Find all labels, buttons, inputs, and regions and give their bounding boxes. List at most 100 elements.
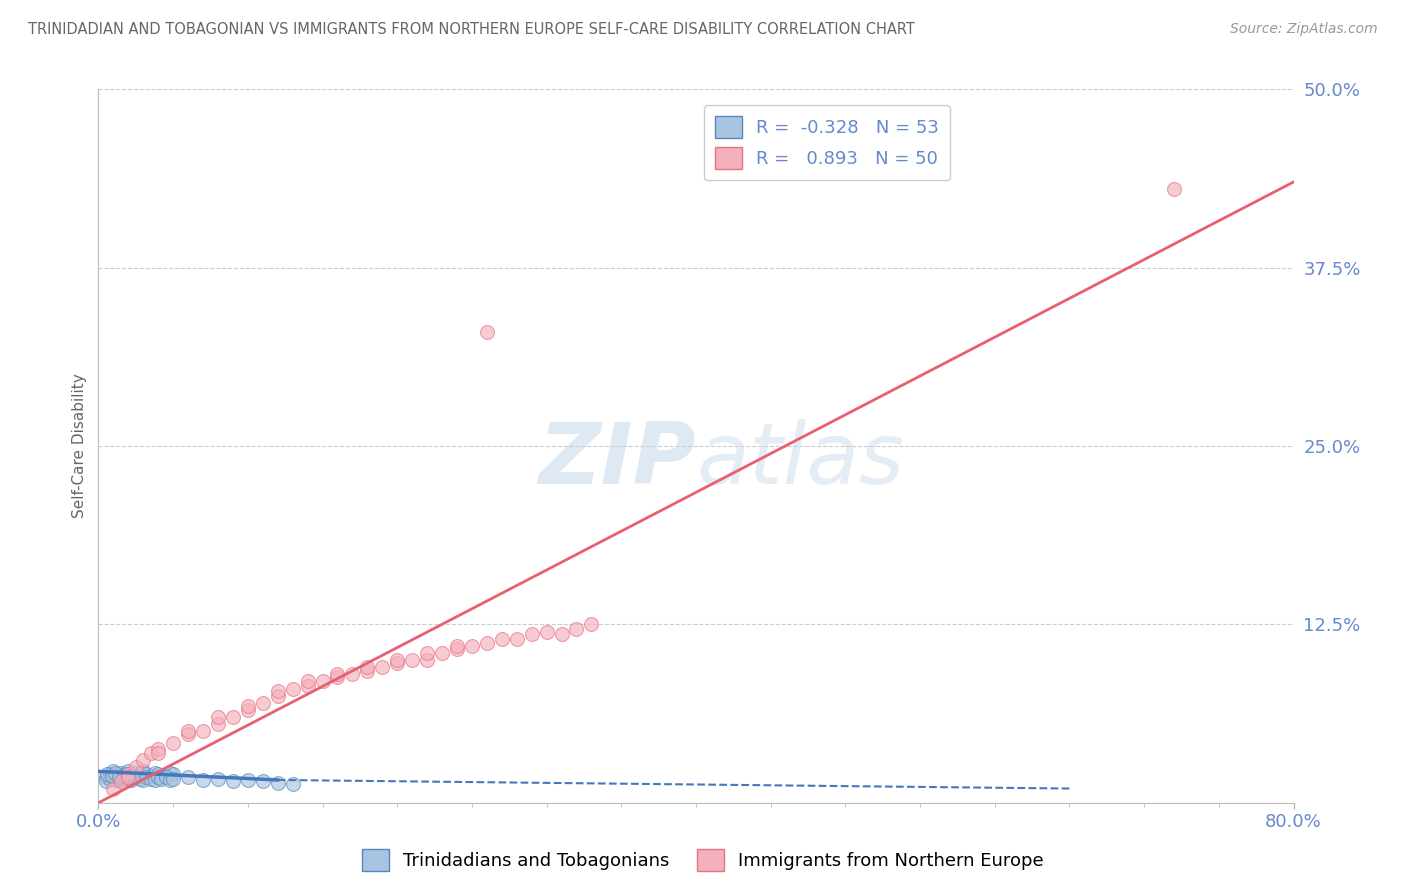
- Point: [104, 765, 127, 780]
- Point: [385, 656, 409, 670]
- Point: [117, 772, 139, 786]
- Point: [461, 639, 484, 653]
- Point: [121, 770, 143, 784]
- Point: [112, 769, 135, 783]
- Point: [1163, 182, 1185, 196]
- Point: [143, 765, 166, 780]
- Point: [135, 770, 157, 784]
- Point: [120, 769, 142, 783]
- Point: [117, 770, 139, 784]
- Text: atlas: atlas: [696, 418, 904, 502]
- Point: [120, 772, 142, 787]
- Point: [446, 639, 468, 653]
- Point: [491, 632, 513, 646]
- Point: [252, 696, 274, 710]
- Point: [110, 774, 132, 789]
- Point: [155, 770, 177, 784]
- Point: [536, 624, 558, 639]
- Point: [117, 767, 139, 781]
- Point: [94, 770, 117, 784]
- Point: [139, 772, 162, 786]
- Point: [475, 636, 498, 650]
- Point: [162, 736, 184, 750]
- Point: [581, 617, 603, 632]
- Point: [114, 767, 136, 781]
- Point: [222, 774, 245, 789]
- Point: [207, 772, 229, 786]
- Point: [103, 781, 125, 796]
- Point: [520, 627, 543, 641]
- Point: [110, 765, 132, 780]
- Legend: R =  -0.328   N = 53, R =   0.893   N = 50: R = -0.328 N = 53, R = 0.893 N = 50: [704, 105, 950, 180]
- Point: [252, 774, 274, 789]
- Point: [135, 767, 157, 781]
- Point: [177, 724, 200, 739]
- Point: [129, 772, 152, 786]
- Point: [125, 770, 148, 784]
- Point: [177, 770, 200, 784]
- Point: [132, 753, 155, 767]
- Point: [267, 684, 290, 698]
- Point: [125, 760, 148, 774]
- Point: [101, 769, 124, 783]
- Point: [98, 772, 122, 786]
- Point: [148, 746, 170, 760]
- Point: [236, 772, 259, 787]
- Point: [150, 772, 173, 786]
- Point: [207, 717, 229, 731]
- Text: TRINIDADIAN AND TOBAGONIAN VS IMMIGRANTS FROM NORTHERN EUROPE SELF-CARE DISABILI: TRINIDADIAN AND TOBAGONIAN VS IMMIGRANTS…: [28, 22, 915, 37]
- Point: [155, 769, 177, 783]
- Point: [162, 767, 184, 781]
- Text: Source: ZipAtlas.com: Source: ZipAtlas.com: [1230, 22, 1378, 37]
- Point: [356, 665, 378, 679]
- Point: [115, 767, 138, 781]
- Point: [236, 698, 259, 713]
- Point: [281, 681, 304, 696]
- Point: [108, 770, 131, 784]
- Point: [132, 764, 155, 779]
- Point: [177, 727, 200, 741]
- Point: [110, 772, 132, 786]
- Point: [475, 325, 498, 339]
- Point: [132, 772, 155, 787]
- Point: [342, 667, 364, 681]
- Point: [565, 622, 588, 636]
- Point: [297, 679, 319, 693]
- Point: [125, 765, 148, 780]
- Point: [356, 660, 378, 674]
- Point: [311, 674, 333, 689]
- Point: [105, 769, 128, 783]
- Point: [430, 646, 453, 660]
- Point: [326, 667, 349, 681]
- Point: [103, 770, 125, 784]
- Point: [267, 689, 290, 703]
- Point: [143, 772, 166, 787]
- Point: [207, 710, 229, 724]
- Point: [103, 764, 125, 779]
- Point: [550, 627, 572, 641]
- Point: [148, 767, 170, 781]
- Point: [94, 774, 117, 789]
- Point: [159, 772, 181, 787]
- Point: [385, 653, 409, 667]
- Point: [96, 767, 118, 781]
- Point: [117, 764, 139, 779]
- Point: [150, 770, 173, 784]
- Point: [326, 670, 349, 684]
- Point: [162, 772, 184, 786]
- Point: [191, 724, 214, 739]
- Point: [506, 632, 529, 646]
- Point: [281, 777, 304, 791]
- Point: [191, 772, 214, 787]
- Point: [267, 776, 290, 790]
- Point: [236, 703, 259, 717]
- Point: [114, 770, 136, 784]
- Point: [416, 646, 439, 660]
- Point: [139, 746, 162, 760]
- Point: [297, 674, 319, 689]
- Point: [371, 660, 394, 674]
- Point: [446, 641, 468, 656]
- Text: ZIP: ZIP: [538, 418, 696, 502]
- Point: [222, 710, 245, 724]
- Point: [98, 767, 122, 781]
